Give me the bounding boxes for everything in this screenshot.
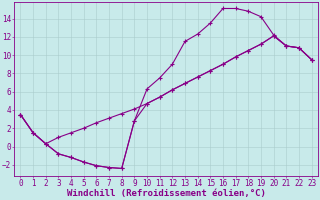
X-axis label: Windchill (Refroidissement éolien,°C): Windchill (Refroidissement éolien,°C) <box>67 189 266 198</box>
